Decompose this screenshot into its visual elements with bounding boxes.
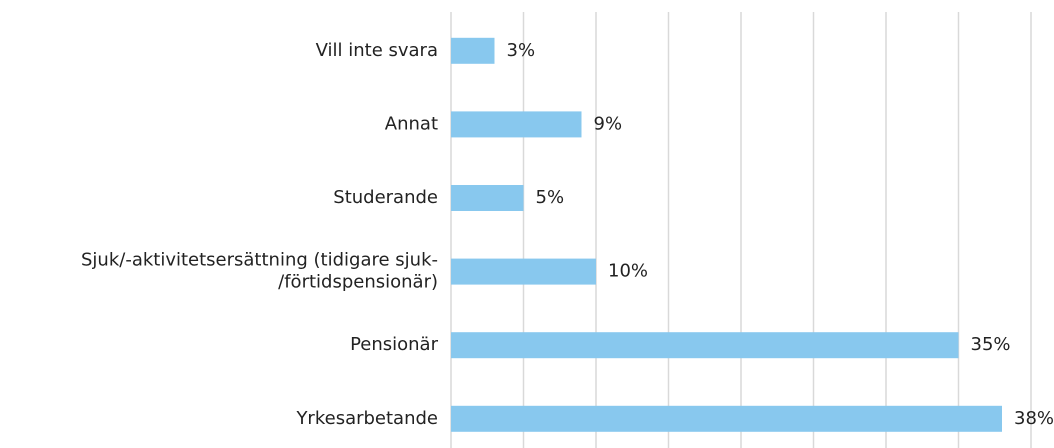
category-label: Yrkesarbetande [295,408,438,429]
value-label: 9% [594,113,623,134]
bar [451,185,524,211]
category-label: Sjuk/-aktivitetsersättning (tidigare sju… [81,250,438,293]
value-label: 3% [507,40,536,61]
category-label: Annat [385,113,438,134]
category-label: Pensionär [350,334,439,355]
value-label: 35% [971,334,1011,355]
bar [451,332,959,359]
category-label: Studerande [333,187,438,208]
value-label: 38% [1014,408,1054,429]
bar [451,37,495,64]
bar [451,258,596,285]
value-label: 10% [608,261,648,282]
bar [451,111,582,138]
value-label: 5% [536,187,565,208]
bar [451,405,1002,432]
category-label: Vill inte svara [316,40,438,61]
